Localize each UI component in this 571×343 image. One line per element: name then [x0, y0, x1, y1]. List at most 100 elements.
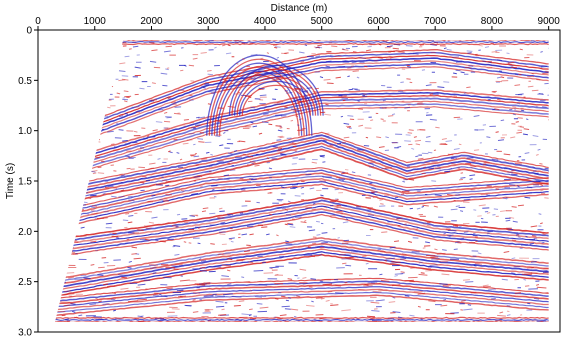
noise-trace [335, 292, 344, 294]
noise-trace [530, 272, 538, 275]
noise-trace [276, 139, 282, 141]
noise-trace [443, 232, 446, 235]
noise-trace [464, 66, 472, 69]
noise-trace [404, 140, 411, 142]
noise-trace [302, 282, 308, 285]
noise-trace [529, 242, 535, 245]
noise-trace [221, 275, 229, 277]
noise-trace [248, 209, 255, 212]
noise-trace [137, 298, 147, 301]
noise-trace [310, 278, 317, 280]
x-tick-label: 0 [35, 16, 41, 27]
x-axis-ticks: 0 1000 2000 3000 4000 5000 6000 7000 8000 9000 [35, 16, 560, 30]
noise-trace [95, 297, 98, 300]
noise-trace [373, 60, 378, 62]
noise-trace [431, 180, 437, 182]
noise-trace [452, 56, 460, 58]
noise-trace [508, 243, 512, 245]
noise-trace [319, 155, 325, 158]
noise-trace [155, 121, 163, 123]
noise-trace [421, 205, 424, 208]
noise-trace [341, 97, 349, 100]
noise-trace [544, 82, 549, 85]
arc-wavelet [239, 80, 314, 116]
noise-trace [118, 115, 124, 118]
noise-trace [417, 102, 423, 104]
noise-trace [280, 153, 286, 155]
noise-trace [455, 241, 460, 244]
arc-feature [228, 64, 324, 116]
noise-trace [540, 222, 543, 225]
noise-trace [321, 242, 328, 244]
noise-trace [391, 113, 396, 116]
noise-trace [473, 265, 477, 267]
noise-trace [540, 189, 544, 192]
noise-trace [453, 248, 458, 250]
noise-trace [83, 277, 91, 279]
noise-trace [413, 136, 417, 138]
noise-trace [202, 207, 209, 210]
noise-trace [479, 198, 486, 201]
noise-trace [302, 277, 307, 279]
reflector-wavelet [55, 51, 549, 121]
noise-trace [372, 290, 382, 293]
noise-trace [152, 129, 158, 132]
noise-trace [269, 266, 279, 269]
noise-trace [121, 78, 129, 81]
noise-trace [342, 262, 347, 265]
noise-trace [63, 290, 72, 292]
noise-trace [165, 45, 172, 48]
noise-trace [308, 229, 316, 232]
noise-trace [418, 273, 428, 276]
noise-trace [434, 248, 438, 251]
noise-trace [179, 158, 183, 161]
noise-trace [193, 175, 201, 178]
noise-trace [80, 226, 85, 229]
noise-trace [365, 136, 369, 139]
noise-trace [228, 237, 235, 240]
noise-trace [281, 305, 290, 308]
noise-trace [304, 44, 308, 46]
noise-trace [322, 283, 333, 286]
noise-trace [275, 77, 282, 80]
noise-trace [124, 228, 130, 231]
noise-trace [447, 153, 454, 156]
noise-trace [272, 66, 279, 69]
noise-trace [90, 170, 96, 173]
noise-trace [486, 136, 491, 138]
noise-trace [347, 115, 354, 117]
noise-trace [440, 143, 448, 145]
noise-trace [124, 95, 132, 98]
noise-trace [537, 148, 541, 151]
noise-trace [392, 47, 399, 50]
noise-trace [428, 167, 435, 170]
noise-trace [517, 204, 524, 207]
noise-trace [321, 232, 328, 234]
noise-trace [389, 45, 392, 48]
noise-trace [204, 310, 211, 313]
noise-trace [394, 275, 398, 277]
noise-trace [400, 193, 405, 195]
noise-trace [371, 187, 376, 190]
edge-wavelet [55, 318, 549, 322]
noise-trace [276, 56, 280, 59]
noise-trace [276, 234, 279, 237]
reflector-wavelet [55, 148, 549, 201]
noise-trace [470, 165, 477, 168]
noise-trace [426, 224, 431, 227]
noise-trace [280, 186, 285, 189]
noise-trace [334, 188, 339, 191]
noise-trace [292, 142, 297, 145]
noise-trace [120, 189, 125, 192]
noise-trace [203, 295, 214, 297]
noise-trace [440, 304, 448, 307]
noise-trace [272, 146, 278, 148]
noise-trace [522, 133, 528, 136]
noise-trace [165, 184, 170, 187]
noise-trace [466, 86, 471, 89]
noise-trace [91, 170, 98, 172]
noise-trace [404, 295, 410, 297]
noise-trace [311, 161, 317, 164]
noise-trace [521, 109, 525, 112]
noise-trace [241, 313, 251, 316]
